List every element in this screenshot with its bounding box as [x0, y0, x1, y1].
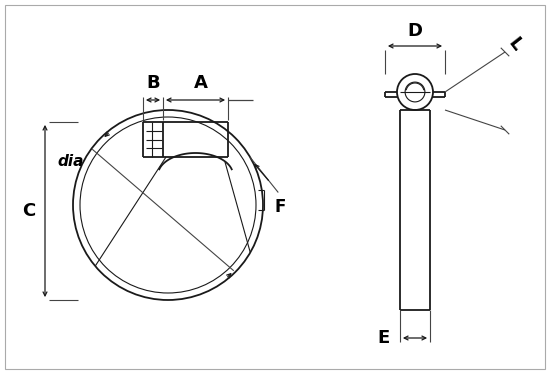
Text: L: L — [504, 34, 526, 54]
Text: F: F — [274, 197, 286, 215]
Text: E: E — [378, 329, 390, 347]
Text: B: B — [146, 74, 160, 92]
Text: dia: dia — [58, 154, 84, 169]
Text: A: A — [194, 74, 207, 92]
Text: C: C — [22, 202, 35, 220]
Text: D: D — [408, 22, 422, 40]
